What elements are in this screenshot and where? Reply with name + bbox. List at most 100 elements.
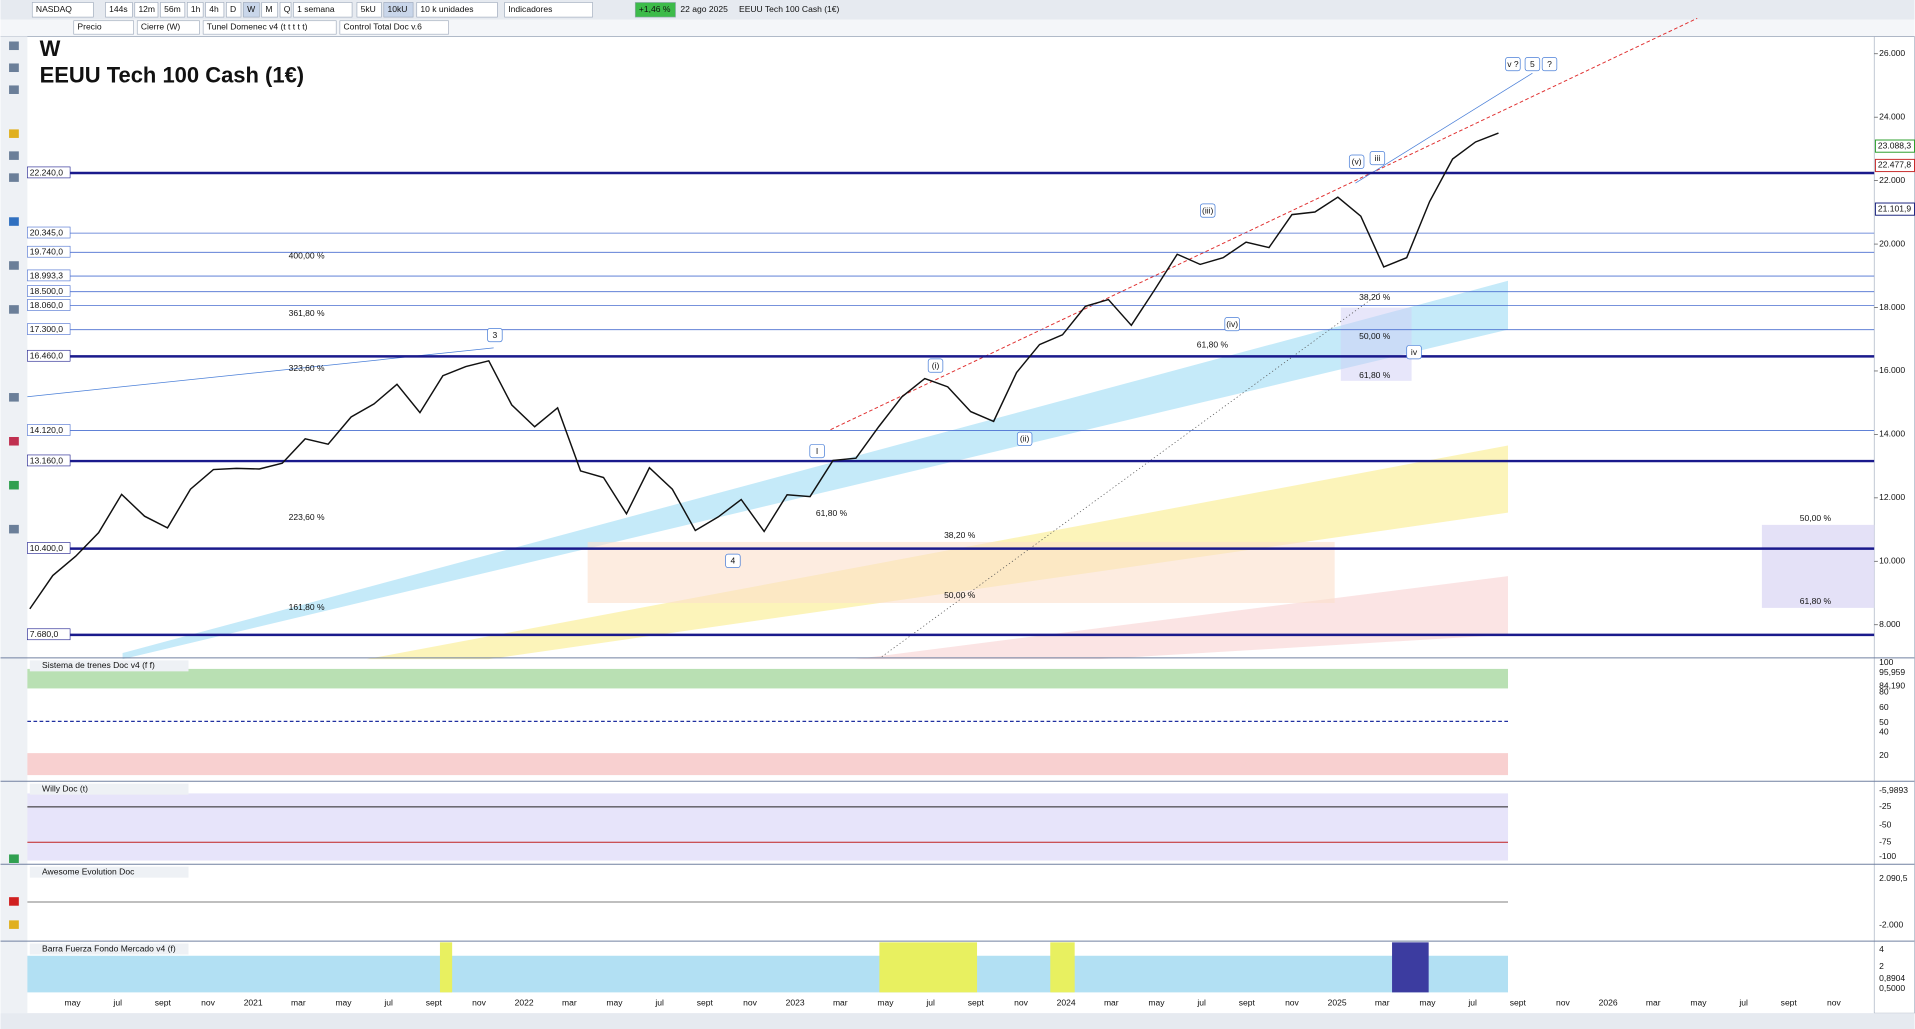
interval-button-box[interactable] xyxy=(105,2,133,18)
period-select-box[interactable] xyxy=(293,2,353,18)
symbol-select[interactable]: NASDAQ xyxy=(36,4,72,14)
wave-label: (iii) xyxy=(1202,205,1214,215)
interval-button[interactable]: Q xyxy=(284,4,291,14)
date: 22 ago 2025 xyxy=(680,4,728,14)
panel-title-box xyxy=(29,943,189,955)
change-badge[interactable]: +1,46 % xyxy=(639,4,671,14)
time-label: sept xyxy=(1781,998,1798,1008)
y-tick-label: 22.000 xyxy=(1879,175,1905,185)
level-label: 22.240,0 xyxy=(30,167,63,177)
units-button[interactable]: 10kU xyxy=(387,4,407,14)
current-value: 22.477,8 xyxy=(1878,160,1911,170)
interval-button-box[interactable] xyxy=(243,2,260,18)
time-label: may xyxy=(877,998,894,1008)
trend-line xyxy=(830,17,1698,431)
units-button-box[interactable] xyxy=(383,2,414,18)
time-label: jul xyxy=(1196,998,1206,1008)
indicator-panels xyxy=(27,668,1509,993)
fib-label: 223,60 % xyxy=(289,512,325,522)
legend-item[interactable]: Cierre (W) xyxy=(141,22,180,32)
time-label: sept xyxy=(1510,998,1527,1008)
interval-button[interactable]: 144s xyxy=(109,4,127,14)
time-label: 2021 xyxy=(244,998,263,1008)
time-label: sept xyxy=(155,998,172,1008)
interval-button[interactable]: 1h xyxy=(191,4,201,14)
legend-item[interactable]: Control Total Doc v.6 xyxy=(344,22,423,32)
level-label-box xyxy=(27,166,71,179)
symbol-select-box[interactable] xyxy=(31,2,94,18)
legend-item-box[interactable] xyxy=(136,20,200,35)
wave-label-box xyxy=(1016,431,1033,446)
interval-button-box[interactable] xyxy=(279,2,292,18)
time-label: sept xyxy=(968,998,985,1008)
period-select[interactable]: 1 semana xyxy=(297,4,335,14)
interval-button-box[interactable] xyxy=(134,2,159,18)
legend-item-box[interactable] xyxy=(73,20,134,35)
interval-button-box[interactable] xyxy=(205,2,225,18)
level-label: 18.500,0 xyxy=(30,286,63,296)
level-label: 16.460,0 xyxy=(30,351,63,361)
fib-label: 50,00 % xyxy=(1359,331,1391,341)
units-button[interactable]: 5kU xyxy=(361,4,376,14)
panel-title: Sistema de trenes Doc v4 (f f) xyxy=(42,660,155,670)
level-label-box xyxy=(27,226,71,239)
instrument: EEUU Tech 100 Cash (1€) xyxy=(739,4,840,14)
time-label: 2022 xyxy=(515,998,534,1008)
panel-tick-label: 20 xyxy=(1879,750,1889,760)
wave-label: 5 xyxy=(1530,59,1535,69)
panel-tick-label: 40 xyxy=(1879,727,1889,737)
legend-item-box[interactable] xyxy=(202,20,337,35)
interval-button[interactable]: 56m xyxy=(164,4,181,14)
panel-title: Willy Doc (t) xyxy=(42,783,88,793)
indicators-button-box[interactable] xyxy=(504,2,593,18)
level-label-box xyxy=(27,628,71,641)
panel-tick-label: 84,190 xyxy=(1879,680,1905,690)
interval-button[interactable]: W xyxy=(247,4,256,14)
units-select[interactable]: 10 k unidades xyxy=(420,4,473,14)
interval-button[interactable]: 4h xyxy=(209,4,219,14)
time-label: sept xyxy=(426,998,443,1008)
current-value: 23.088,3 xyxy=(1878,140,1911,150)
time-label: jul xyxy=(1738,998,1748,1008)
interval-button[interactable]: M xyxy=(265,4,272,14)
wave-label: iv xyxy=(1411,347,1418,357)
interval-button-box[interactable] xyxy=(261,2,278,18)
time-label: may xyxy=(606,998,623,1008)
panel-title-box xyxy=(29,783,189,795)
wave-label: (i) xyxy=(932,360,940,370)
level-label-box xyxy=(27,245,71,258)
time-label: mar xyxy=(291,998,306,1008)
units-button-box[interactable] xyxy=(356,2,382,18)
change-badge-box[interactable] xyxy=(634,2,676,18)
panel-tick-label: 50 xyxy=(1879,717,1889,727)
wave-label: v ? xyxy=(1507,59,1519,69)
time-label: nov xyxy=(743,998,757,1008)
panel-title: Awesome Evolution Doc xyxy=(42,866,135,876)
current-value-box xyxy=(1874,158,1915,173)
price-chart: 22.240,0 20.345,0 19.740,0 18.993,3 18.500,0… xyxy=(27,132,1875,641)
fib-label: 400,00 % xyxy=(289,251,325,261)
time-label: mar xyxy=(1375,998,1390,1008)
indicators-button[interactable]: Indicadores xyxy=(508,4,552,14)
time-label: may xyxy=(1690,998,1707,1008)
tool-icons xyxy=(9,41,19,929)
time-label: 2023 xyxy=(786,998,805,1008)
fib-label: 50,00 % xyxy=(1800,513,1832,523)
time-label: sept xyxy=(1239,998,1256,1008)
units-select-box[interactable] xyxy=(416,2,498,18)
fib-label: 61,80 % xyxy=(1197,340,1229,350)
time-label: mar xyxy=(1104,998,1119,1008)
interval-button-box[interactable] xyxy=(160,2,186,18)
interval-button[interactable]: 12m xyxy=(138,4,155,14)
interval-button-box[interactable] xyxy=(186,2,204,18)
current-value: 21.101,9 xyxy=(1878,203,1911,213)
legend-item[interactable]: Precio xyxy=(77,22,101,32)
fib-label: 50,00 % xyxy=(944,590,976,600)
wave-label: (v) xyxy=(1352,157,1362,167)
price-line xyxy=(29,132,1499,610)
legend-item-box[interactable] xyxy=(339,20,449,35)
fib-label: 61,80 % xyxy=(1800,596,1832,606)
interval-button-box[interactable] xyxy=(226,2,242,18)
legend-item[interactable]: Tunel Domenec v4 (t t t t t) xyxy=(207,22,308,32)
interval-button[interactable]: D xyxy=(230,4,236,14)
